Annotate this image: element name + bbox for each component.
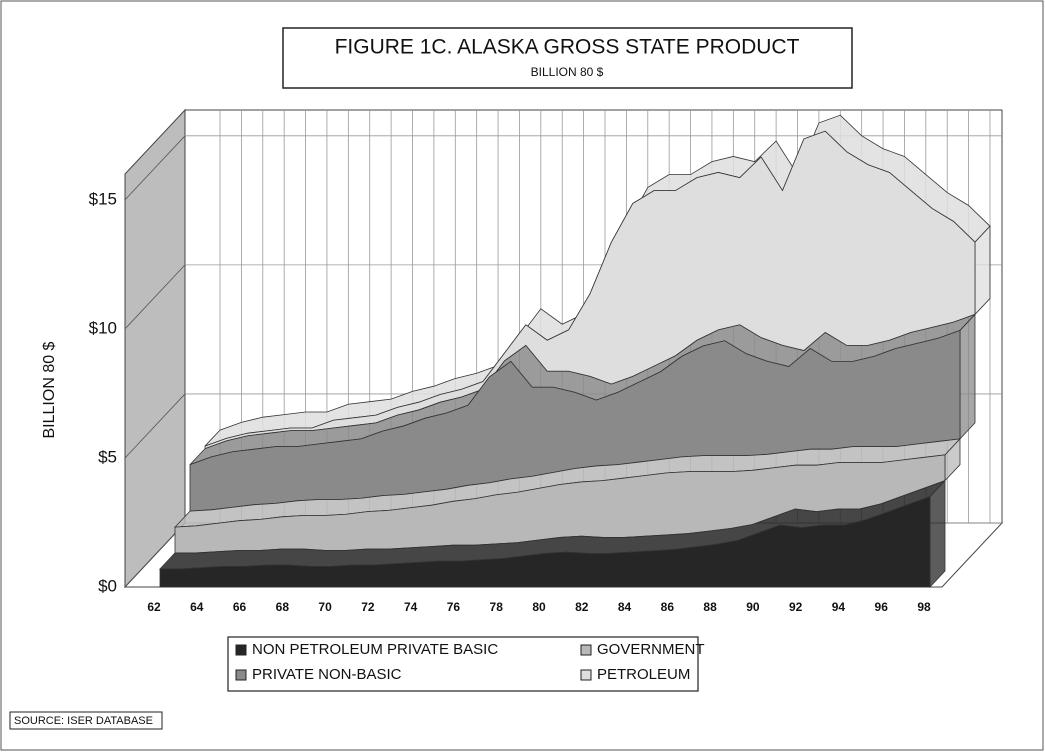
grid-line <box>124 264 186 330</box>
legend-label: PRIVATE NON-BASIC <box>252 666 402 683</box>
x-tick-label: 96 <box>875 600 889 614</box>
y-tick-label: $15 <box>89 189 117 208</box>
x-tick-label: 82 <box>575 600 589 614</box>
x-tick-label: 72 <box>361 600 375 614</box>
y-tick-label: $0 <box>98 576 117 595</box>
y-axis-label: BILLION 80 $ <box>41 341 58 438</box>
x-tick-label: 80 <box>532 600 546 614</box>
source-note: SOURCE: ISER DATABASE <box>14 715 153 727</box>
source-box <box>9 711 163 730</box>
legend-swatch <box>235 644 247 656</box>
y-tick-label: $5 <box>98 447 117 466</box>
legend-swatch <box>580 644 592 656</box>
title-box <box>282 27 853 89</box>
x-tick-label: 86 <box>661 600 675 614</box>
grid-line <box>124 393 186 459</box>
chart-title: FIGURE 1C. ALASKA GROSS STATE PRODUCT <box>335 36 800 59</box>
x-tick-label: 84 <box>618 600 632 614</box>
x-tick-label: 76 <box>447 600 461 614</box>
x-tick-label: 92 <box>789 600 803 614</box>
x-tick-label: 98 <box>917 600 931 614</box>
left-wall <box>124 108 186 589</box>
legend: NON PETROLEUM PRIVATE BASIC GOVERNMENT PRI… <box>235 641 705 683</box>
x-tick-label: 62 <box>147 600 161 614</box>
area <box>159 496 931 588</box>
legend-swatch <box>580 669 592 681</box>
legend-swatch <box>235 669 247 681</box>
x-tick-label: 88 <box>703 600 717 614</box>
chart-subtitle: BILLION 80 $ <box>531 65 604 79</box>
x-tick-label: 68 <box>276 600 290 614</box>
legend-label: GOVERNMENT <box>597 641 705 658</box>
legend-label: PETROLEUM <box>597 666 690 683</box>
legend-box <box>227 636 699 692</box>
grid-line <box>124 135 186 201</box>
x-tick-label: 94 <box>832 600 846 614</box>
legend-label: NON PETROLEUM PRIVATE BASIC <box>252 641 498 658</box>
x-tick-label: 74 <box>404 600 418 614</box>
x-tick-label: 66 <box>233 600 247 614</box>
area-side-face <box>929 479 946 589</box>
plot-area: $0 $5 $10 $15 62 64 66 68 70 72 74 76 78 80 82 84 86 88 90… <box>89 108 1004 614</box>
x-tick-label: 90 <box>746 600 760 614</box>
area-side-face <box>974 225 991 316</box>
x-tick-label: 64 <box>190 600 204 614</box>
x-tick-label: 70 <box>318 600 332 614</box>
x-tick-label: 78 <box>490 600 504 614</box>
area-side-face <box>959 313 976 440</box>
y-tick-label: $10 <box>89 318 117 337</box>
